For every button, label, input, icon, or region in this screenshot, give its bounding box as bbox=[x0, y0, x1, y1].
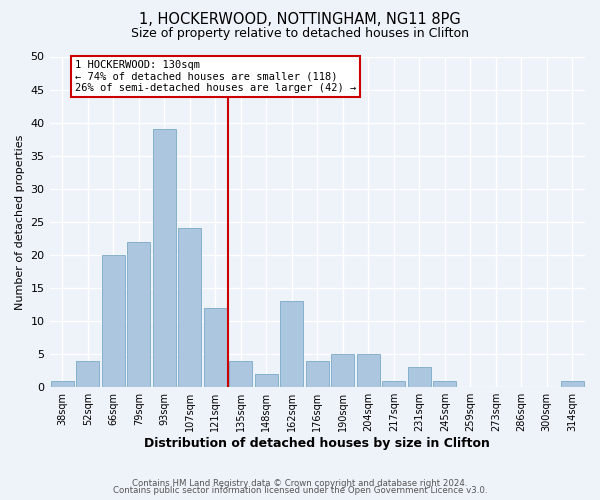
Bar bbox=[306, 361, 329, 387]
Bar bbox=[357, 354, 380, 387]
Bar bbox=[280, 301, 303, 387]
Bar bbox=[433, 380, 456, 387]
Bar bbox=[331, 354, 354, 387]
Bar bbox=[178, 228, 201, 387]
Bar bbox=[408, 368, 431, 387]
Text: Size of property relative to detached houses in Clifton: Size of property relative to detached ho… bbox=[131, 28, 469, 40]
Bar bbox=[153, 130, 176, 387]
Bar bbox=[229, 361, 252, 387]
Y-axis label: Number of detached properties: Number of detached properties bbox=[15, 134, 25, 310]
Bar bbox=[204, 308, 227, 387]
Bar bbox=[561, 380, 584, 387]
Bar bbox=[102, 255, 125, 387]
Text: 1, HOCKERWOOD, NOTTINGHAM, NG11 8PG: 1, HOCKERWOOD, NOTTINGHAM, NG11 8PG bbox=[139, 12, 461, 28]
Bar bbox=[76, 361, 99, 387]
Text: 1 HOCKERWOOD: 130sqm
← 74% of detached houses are smaller (118)
26% of semi-deta: 1 HOCKERWOOD: 130sqm ← 74% of detached h… bbox=[75, 60, 356, 93]
Text: Contains HM Land Registry data © Crown copyright and database right 2024.: Contains HM Land Registry data © Crown c… bbox=[132, 478, 468, 488]
X-axis label: Distribution of detached houses by size in Clifton: Distribution of detached houses by size … bbox=[145, 437, 490, 450]
Bar bbox=[127, 242, 150, 387]
Bar bbox=[255, 374, 278, 387]
Text: Contains public sector information licensed under the Open Government Licence v3: Contains public sector information licen… bbox=[113, 486, 487, 495]
Bar bbox=[382, 380, 405, 387]
Bar bbox=[51, 380, 74, 387]
